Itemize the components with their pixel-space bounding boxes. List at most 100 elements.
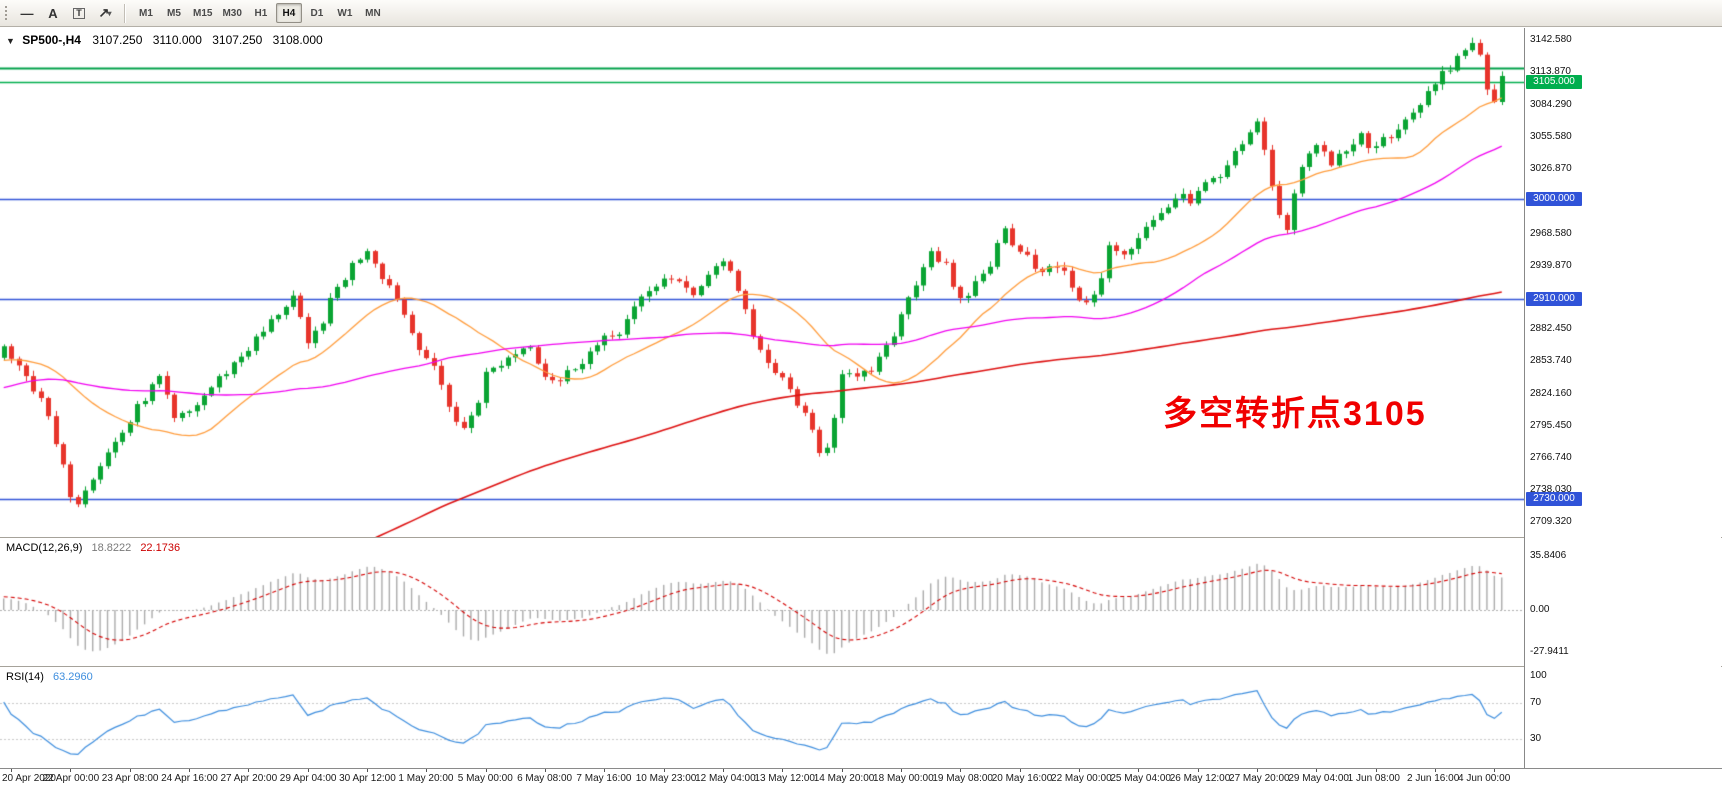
rsi-value: 63.2960 [52, 671, 93, 683]
price-level-badge: 2730.000 [1526, 492, 1582, 507]
timeframe-button-m1[interactable]: M1 [139, 7, 153, 19]
symbol-period-label: SP500-,H4 [22, 33, 81, 47]
time-axis-tick [248, 769, 249, 772]
macd-axis-label: 0.00 [1530, 604, 1550, 615]
time-axis-tick [960, 769, 961, 772]
macd-indicator-label: MACD(12,26,9) 18.8222 22.1736 [6, 542, 180, 554]
macd-name: MACD(12,26,9) [6, 542, 83, 554]
timeframe-button-d1[interactable]: D1 [310, 7, 324, 19]
price-chart-canvas[interactable] [0, 28, 1524, 537]
panel-separator-macd-rsi[interactable] [0, 666, 1722, 667]
close-value: 3108.000 [272, 33, 323, 47]
chart-ohlc-header: ▼ SP500-,H4 3107.250 3110.000 3107.250 3… [6, 33, 330, 47]
time-axis-tick [426, 769, 427, 772]
time-axis[interactable]: 20 Apr 2020 22 Apr 00:00 23 Apr 08:00 24 Ap… [0, 769, 1722, 794]
time-axis-label: 7 May 16:00 [576, 773, 632, 784]
price-axis-label: 2968.580 [1530, 227, 1572, 239]
drawing-tools-group: ― A T ↗ ▾ [14, 2, 118, 25]
price-axis-label: 2795.450 [1530, 420, 1572, 432]
time-axis-tick [664, 769, 665, 772]
macd-indicator-canvas[interactable] [0, 538, 1524, 666]
low-value: 3107.250 [212, 33, 263, 47]
open-value: 3107.250 [92, 33, 143, 47]
timeframe-button-h4[interactable]: H4 [275, 3, 302, 23]
time-axis-label: 29 Apr 04:00 [279, 773, 337, 784]
timeframe-button-w1[interactable]: W1 [337, 7, 353, 19]
price-level-badge: 3000.000 [1526, 191, 1582, 206]
time-axis-label: 22 Apr 00:00 [42, 773, 100, 784]
rsi-name: RSI(14) [6, 671, 44, 683]
time-axis-tick [723, 769, 724, 772]
time-axis-label: 12 May 04:00 [695, 773, 756, 784]
time-axis-label: 27 May 20:00 [1229, 773, 1290, 784]
time-axis-tick [842, 769, 843, 772]
time-axis-label: 22 May 00:00 [1051, 773, 1112, 784]
panel-separator-main-macd[interactable] [0, 537, 1722, 538]
time-axis-label: 1 Jun 08:00 [1347, 773, 1400, 784]
time-axis-label: 20 Apr 2020 [2, 773, 56, 784]
time-axis-label: 10 May 23:00 [635, 773, 697, 784]
price-axis[interactable]: 3142.580 3113.870 3084.290 3055.580 3026.870… [1524, 28, 1721, 768]
price-level-badge: 3105.000 [1526, 74, 1582, 89]
symbol-dropdown-icon[interactable]: ▼ [6, 36, 15, 46]
time-axis-tick [189, 769, 190, 772]
timeframe-button-m15[interactable]: M15 [193, 7, 213, 19]
time-axis-label: 4 Jun 00:00 [1458, 773, 1511, 784]
time-axis-label: 30 Apr 12:00 [339, 773, 396, 784]
time-axis-tick [1138, 769, 1139, 772]
toolbar-grip[interactable] [4, 5, 9, 21]
time-axis-label: 29 May 04:00 [1288, 773, 1349, 784]
label-tool-icon[interactable]: T [66, 2, 92, 25]
time-axis-tick [1020, 769, 1021, 772]
time-axis-label: 23 Apr 08:00 [101, 773, 159, 784]
toolbar-separator [124, 3, 126, 23]
time-axis-tick [604, 769, 605, 772]
time-axis-tick [1079, 769, 1080, 772]
timeframe-button-m5[interactable]: M5 [167, 7, 181, 19]
time-axis-tick [901, 769, 902, 772]
timeframe-button-mn[interactable]: MN [365, 7, 381, 19]
timeframe-button-h1[interactable]: H1 [254, 7, 268, 19]
time-axis-tick [1494, 769, 1495, 772]
time-axis-tick [11, 769, 12, 772]
panel-separator-rsi-timeaxis [0, 768, 1722, 769]
main-toolbar: ― A T ↗ ▾ M1 M5 M15 M30 H1 H4 D1 W1 MN [0, 0, 1722, 27]
price-axis-label: 3026.870 [1530, 162, 1572, 174]
rsi-axis-label: 100 [1530, 670, 1547, 681]
time-axis-tick [1316, 769, 1317, 772]
time-axis-label: 2 Jun 16:00 [1407, 773, 1460, 784]
time-axis-label: 13 May 12:00 [754, 773, 815, 784]
timeframe-button-m30[interactable]: M30 [222, 7, 242, 19]
price-axis-label: 2766.740 [1530, 452, 1572, 464]
arrows-tool-icon[interactable]: ↗ ▾ [98, 5, 112, 20]
price-axis-label: 3142.580 [1530, 34, 1572, 46]
time-axis-tick [1435, 769, 1436, 772]
text-tool-icon[interactable]: A [48, 5, 58, 21]
price-axis-label: 3055.580 [1530, 130, 1572, 142]
macd-signal-value: 22.1736 [140, 542, 181, 554]
time-axis-label: 14 May 20:00 [813, 773, 875, 784]
time-axis-tick [1376, 769, 1377, 772]
macd-axis-label: 35.8406 [1530, 549, 1567, 561]
time-axis-label: 27 Apr 20:00 [220, 773, 278, 784]
time-axis-tick [1198, 769, 1199, 772]
dropdown-caret-icon: ▾ [107, 8, 112, 18]
high-value: 3110.000 [152, 33, 202, 47]
time-axis-label: 5 May 00:00 [457, 773, 513, 784]
chart-annotation-text[interactable]: 多空转折点3105 [1163, 395, 1427, 433]
time-axis-tick [1257, 769, 1258, 772]
time-axis-tick [70, 769, 71, 772]
price-axis-label: 3084.290 [1530, 98, 1572, 110]
rsi-axis-label: 70 [1530, 697, 1542, 708]
time-axis-label: 20 May 16:00 [991, 773, 1053, 784]
time-axis-label: 24 Apr 16:00 [161, 773, 218, 784]
macd-axis-label: -27.9411 [1530, 646, 1569, 658]
price-axis-label: 2853.740 [1530, 355, 1572, 367]
time-axis-tick [545, 769, 546, 772]
price-axis-label: 3113.870 [1530, 65, 1571, 77]
rsi-indicator-canvas[interactable] [0, 667, 1524, 768]
time-axis-tick [486, 769, 487, 772]
price-axis-label: 2882.450 [1530, 323, 1572, 335]
horizontal-line-tool-icon[interactable]: ― [20, 5, 34, 21]
